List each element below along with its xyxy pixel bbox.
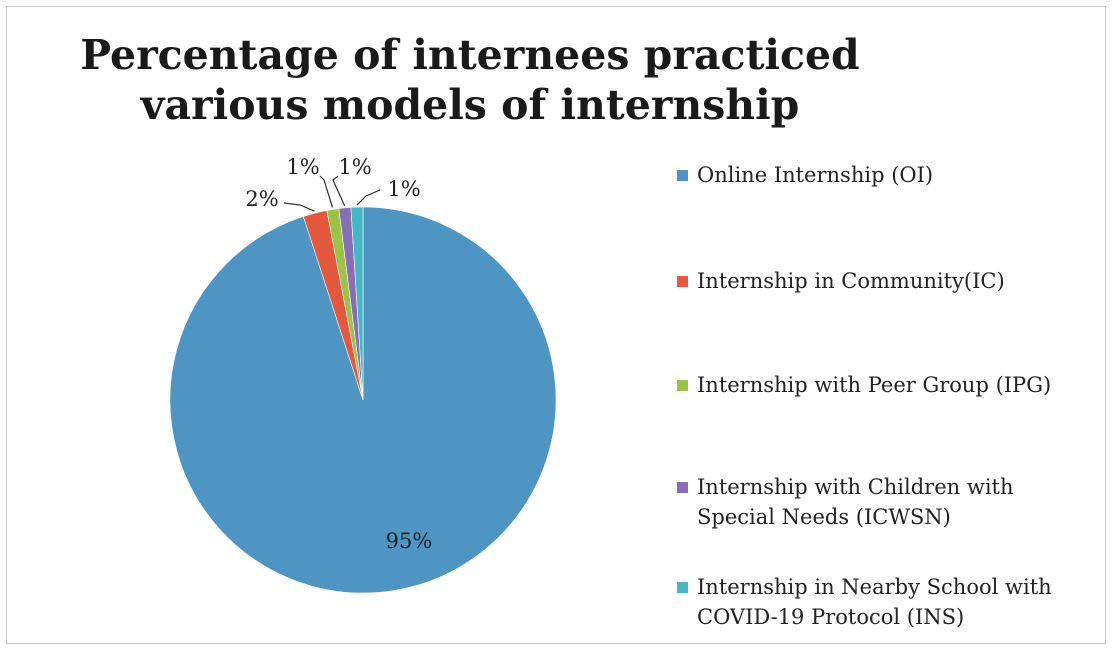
data-label-ic: 2% [245, 187, 278, 211]
legend-label-icwsn: Internship with Children with Special Ne… [697, 475, 1014, 529]
legend-label-ins: Internship in Nearby School with COVID-1… [697, 575, 1052, 629]
data-label-icwsn: 1% [338, 155, 371, 179]
leader-line-ins [356, 189, 381, 206]
legend-item-ins: Internship in Nearby School with COVID-1… [677, 572, 1087, 632]
legend-item-ipg: Internship with Peer Group (IPG) [677, 370, 1087, 400]
legend-swatch-ic [677, 276, 688, 287]
legend-swatch-icwsn [677, 482, 688, 493]
legend-item-ic: Internship in Community(IC) [677, 266, 1087, 296]
legend-label-oi: Online Internship (OI) [697, 163, 934, 187]
pie-slice-ins [350, 206, 364, 401]
leader-line-ipg [319, 175, 334, 208]
legend-swatch-ipg [677, 380, 688, 391]
legend-item-oi: Online Internship (OI) [677, 160, 1087, 190]
chart-title-line-2: various models of internship [140, 81, 800, 129]
legend-label-ic: Internship in Community(IC) [697, 269, 1005, 293]
chart-title: Percentage of internees practiced variou… [80, 30, 860, 130]
legend-label-ipg: Internship with Peer Group (IPG) [697, 373, 1052, 397]
data-label-oi: 95% [386, 529, 433, 553]
leader-line-icwsn [332, 175, 346, 207]
chart-frame [6, 6, 1106, 644]
legend-swatch-oi [677, 170, 688, 181]
data-label-ins: 1% [387, 177, 420, 201]
leader-line-ic [283, 202, 315, 212]
chart-title-line-1: Percentage of internees practiced [80, 31, 860, 79]
data-label-ipg: 1% [286, 155, 319, 179]
legend-swatch-ins [677, 582, 688, 593]
legend-item-icwsn: Internship with Children with Special Ne… [677, 472, 1087, 532]
